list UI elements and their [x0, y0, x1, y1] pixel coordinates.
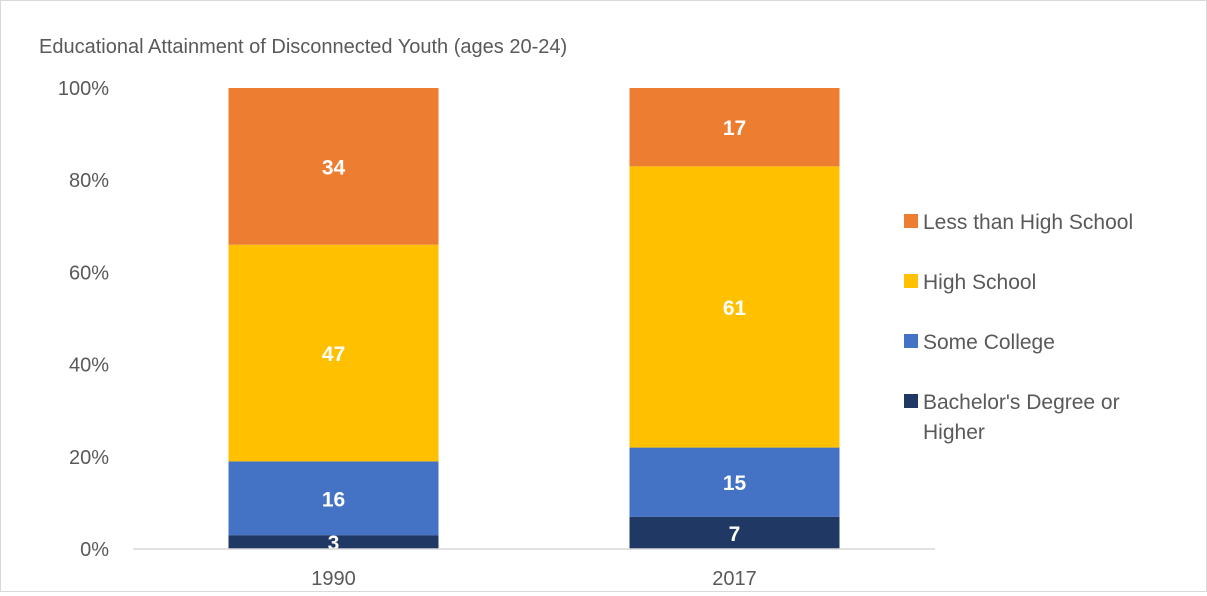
y-tick-label: 0% — [80, 539, 109, 561]
legend-label: Bachelor's Degree or Higher — [923, 391, 1120, 444]
data-label: 16 — [322, 488, 345, 511]
data-label: 17 — [723, 117, 746, 140]
data-label: 34 — [322, 156, 346, 179]
y-axis: 0% 20% 40% 60% 80% 100% — [58, 78, 109, 561]
x-tick-label: 2017 — [712, 568, 757, 590]
legend-label: Some College — [923, 331, 1055, 354]
legend-swatch — [904, 214, 918, 228]
x-tick-label: 1990 — [311, 568, 356, 590]
chart-title: Educational Attainment of Disconnected Y… — [39, 36, 567, 58]
data-label: 7 — [729, 523, 741, 546]
legend-swatch — [904, 334, 918, 348]
x-axis: 1990 2017 — [311, 568, 757, 590]
data-label: 61 — [723, 297, 747, 320]
data-label: 15 — [723, 472, 747, 495]
legend: Less than High School High School Some Col… — [904, 211, 1133, 444]
bar-segment — [228, 88, 439, 245]
bar-segment — [228, 461, 439, 536]
legend-label: High School — [923, 271, 1036, 294]
bar-segment — [629, 166, 840, 448]
data-label: 47 — [322, 343, 345, 366]
plot-area: 3 16 47 34 7 15 61 17 — [228, 88, 840, 555]
data-label: 3 — [328, 532, 340, 555]
y-tick-label: 20% — [69, 447, 109, 469]
y-tick-label: 100% — [58, 78, 109, 100]
bar-segment — [629, 516, 840, 549]
y-tick-label: 80% — [69, 170, 109, 192]
legend-swatch — [904, 394, 918, 408]
bar-segment — [228, 535, 439, 549]
legend-swatch — [904, 274, 918, 288]
y-tick-label: 60% — [69, 262, 109, 284]
bar-segment — [629, 88, 840, 167]
y-tick-label: 40% — [69, 355, 109, 377]
legend-label: Less than High School — [923, 211, 1133, 234]
bar-segment — [629, 447, 840, 517]
bar-segment — [228, 244, 439, 462]
